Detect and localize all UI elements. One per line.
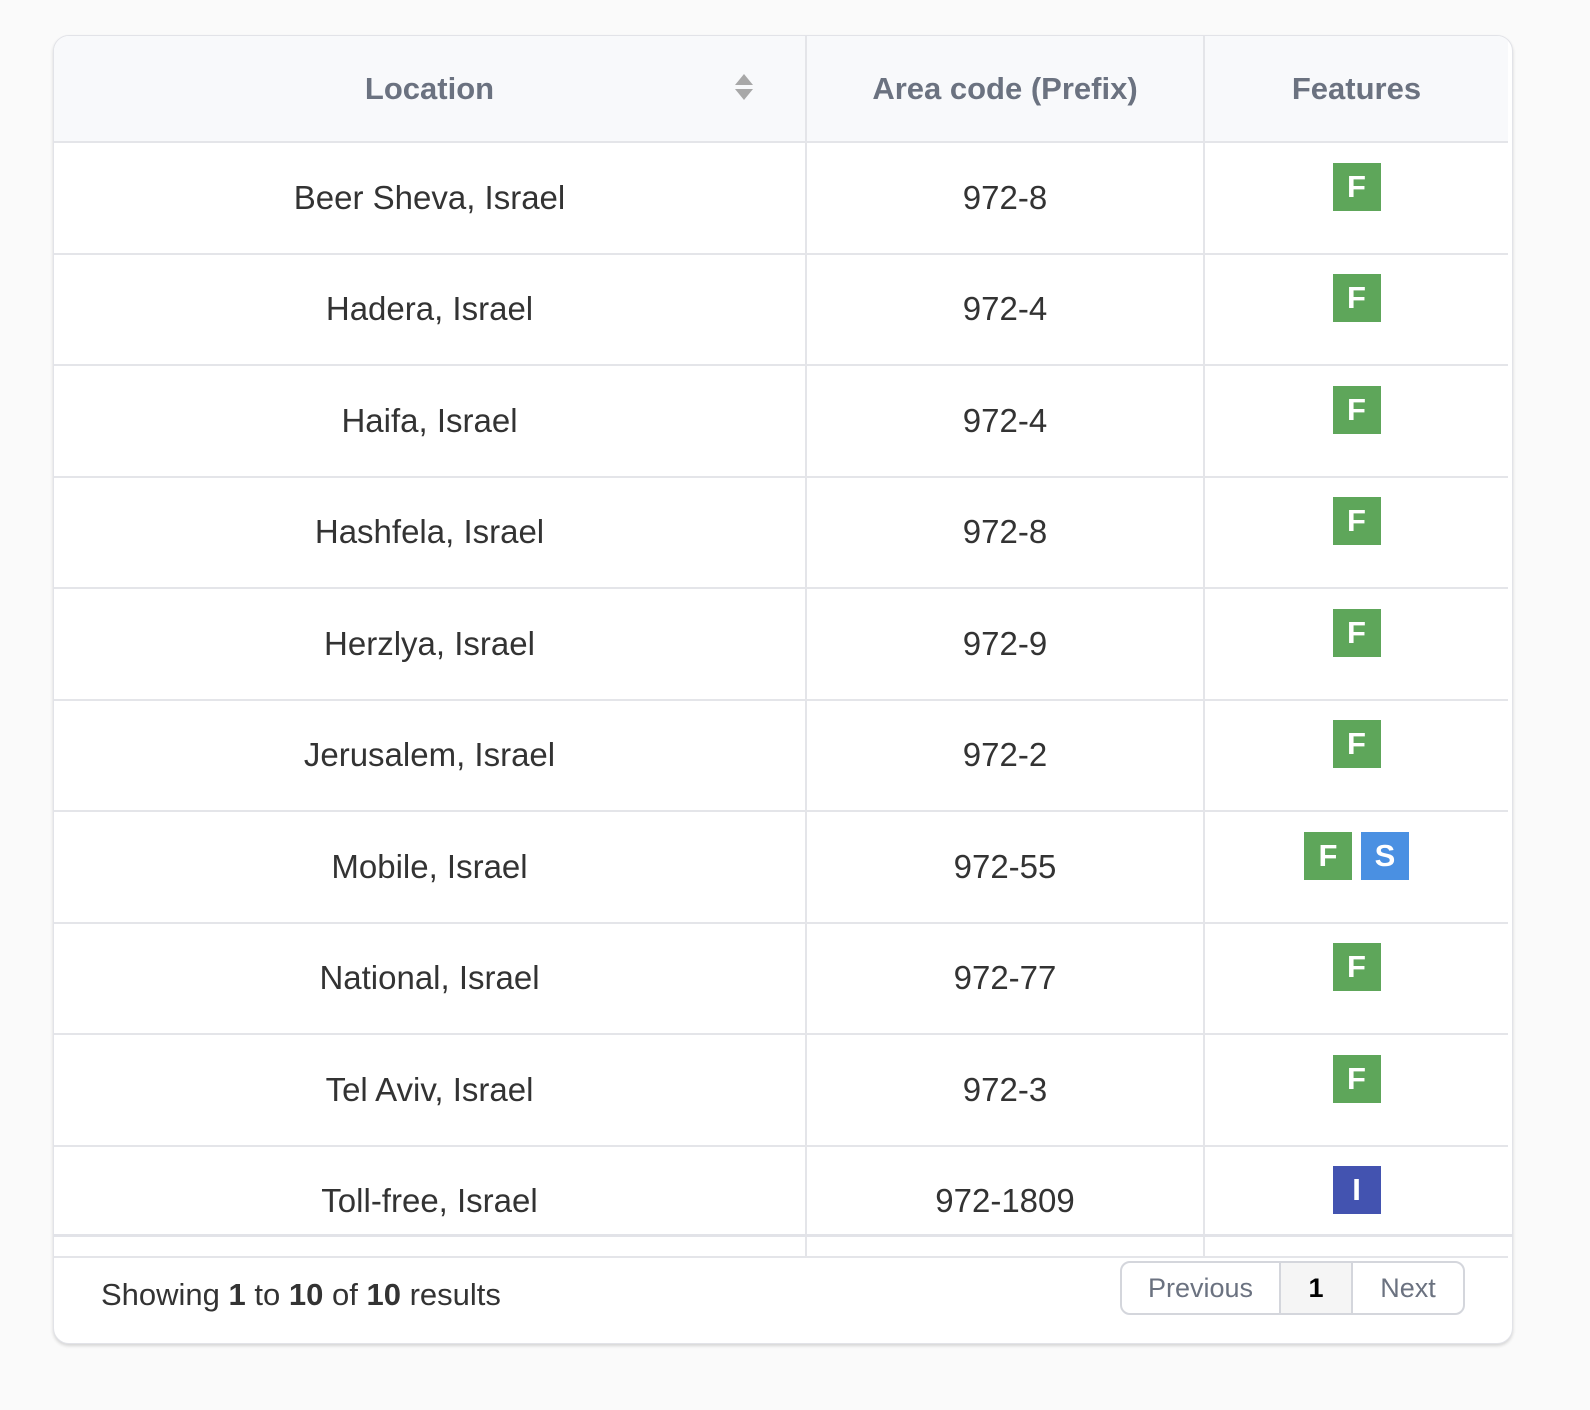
features-cell: F <box>1204 588 1508 701</box>
location-cell: Mobile, Israel <box>54 811 807 924</box>
area-code-cell: 972-9 <box>806 588 1205 701</box>
feature-badge-f: F <box>1332 1054 1381 1103</box>
area-code-cell: 972-3 <box>806 1034 1205 1147</box>
table-row: Jerusalem, Israel 972-2 F <box>54 699 1508 812</box>
table-row: Tel Aviv, Israel 972-3 F <box>54 1034 1508 1147</box>
column-header-area-code: Area code (Prefix) <box>806 36 1205 143</box>
location-cell: Haifa, Israel <box>54 365 807 478</box>
feature-badges: F <box>1206 497 1507 546</box>
features-cell: I <box>1204 1145 1508 1258</box>
area-code-cell: 972-8 <box>806 476 1205 589</box>
feature-badge-f: F <box>1332 385 1381 434</box>
area-code-cell: 972-8 <box>806 142 1205 255</box>
area-code-cell: 972-55 <box>806 811 1205 924</box>
feature-badge-f: F <box>1332 497 1381 546</box>
feature-badge-i: I <box>1332 1166 1381 1215</box>
location-cell: Tel Aviv, Israel <box>54 1034 807 1147</box>
table-row: Beer Sheva, Israel 972-8 F <box>54 142 1508 255</box>
feature-badge-f: F <box>1332 162 1381 211</box>
pagination: Previous 1 Next <box>1120 1261 1465 1315</box>
area-code-cell: 972-77 <box>806 922 1205 1035</box>
location-cell: Hadera, Israel <box>54 253 807 366</box>
feature-badges: F <box>1206 720 1507 769</box>
location-cell: Jerusalem, Israel <box>54 699 807 812</box>
table-footer: Showing 1 to 10 of 10 results Previous 1… <box>54 1234 1512 1343</box>
location-cell: Hashfela, Israel <box>54 476 807 589</box>
previous-button[interactable]: Previous <box>1122 1263 1281 1313</box>
table-row: Mobile, Israel 972-55 F S <box>54 811 1508 924</box>
table-row: Haifa, Israel 972-4 F <box>54 365 1508 478</box>
feature-badges: F <box>1206 1054 1507 1103</box>
area-codes-card: Location Area code (Prefix) Features Bee… <box>53 35 1513 1344</box>
location-cell: Beer Sheva, Israel <box>54 142 807 255</box>
features-cell: F <box>1204 253 1508 366</box>
features-cell: F <box>1204 365 1508 478</box>
features-cell: F <box>1204 142 1508 255</box>
column-header-features: Features <box>1204 36 1508 143</box>
feature-badges: F <box>1206 274 1507 323</box>
feature-badges: I <box>1206 1166 1507 1215</box>
table-row: Toll-free, Israel 972-1809 I <box>54 1145 1508 1258</box>
location-cell: Toll-free, Israel <box>54 1145 807 1258</box>
location-cell: Herzlya, Israel <box>54 588 807 701</box>
feature-badges: F <box>1206 608 1507 657</box>
feature-badges: F <box>1206 162 1507 211</box>
location-cell: National, Israel <box>54 922 807 1035</box>
features-cell: F <box>1204 476 1508 589</box>
results-summary: Showing 1 to 10 of 10 results <box>101 1277 501 1312</box>
area-codes-table: Location Area code (Prefix) Features Bee… <box>54 36 1508 1258</box>
feature-badge-f: F <box>1332 943 1381 992</box>
column-header-location[interactable]: Location <box>54 36 807 143</box>
next-button[interactable]: Next <box>1380 1272 1436 1303</box>
features-cell: F <box>1204 699 1508 812</box>
feature-badges: F <box>1206 943 1507 992</box>
features-cell: F <box>1204 1034 1508 1147</box>
table-row: Hadera, Israel 972-4 F <box>54 253 1508 366</box>
page-1-button[interactable]: 1 <box>1281 1263 1353 1313</box>
table-header-row: Location Area code (Prefix) Features <box>54 36 1508 143</box>
feature-badge-f: F <box>1332 608 1381 657</box>
area-code-cell: 972-4 <box>806 365 1205 478</box>
feature-badge-f: F <box>1332 720 1381 769</box>
table-row: National, Israel 972-77 F <box>54 922 1508 1035</box>
feature-badge-f: F <box>1304 831 1352 880</box>
feature-badges: F <box>1206 385 1507 434</box>
area-code-cell: 972-2 <box>806 699 1205 812</box>
area-code-cell: 972-1809 <box>806 1145 1205 1258</box>
features-cell: F <box>1204 922 1508 1035</box>
table-row: Herzlya, Israel 972-9 F <box>54 588 1508 701</box>
feature-badge-s: S <box>1361 831 1409 880</box>
table-row: Hashfela, Israel 972-8 F <box>54 476 1508 589</box>
feature-badge-f: F <box>1332 274 1381 323</box>
sort-icon[interactable] <box>735 74 753 102</box>
area-code-cell: 972-4 <box>806 253 1205 366</box>
